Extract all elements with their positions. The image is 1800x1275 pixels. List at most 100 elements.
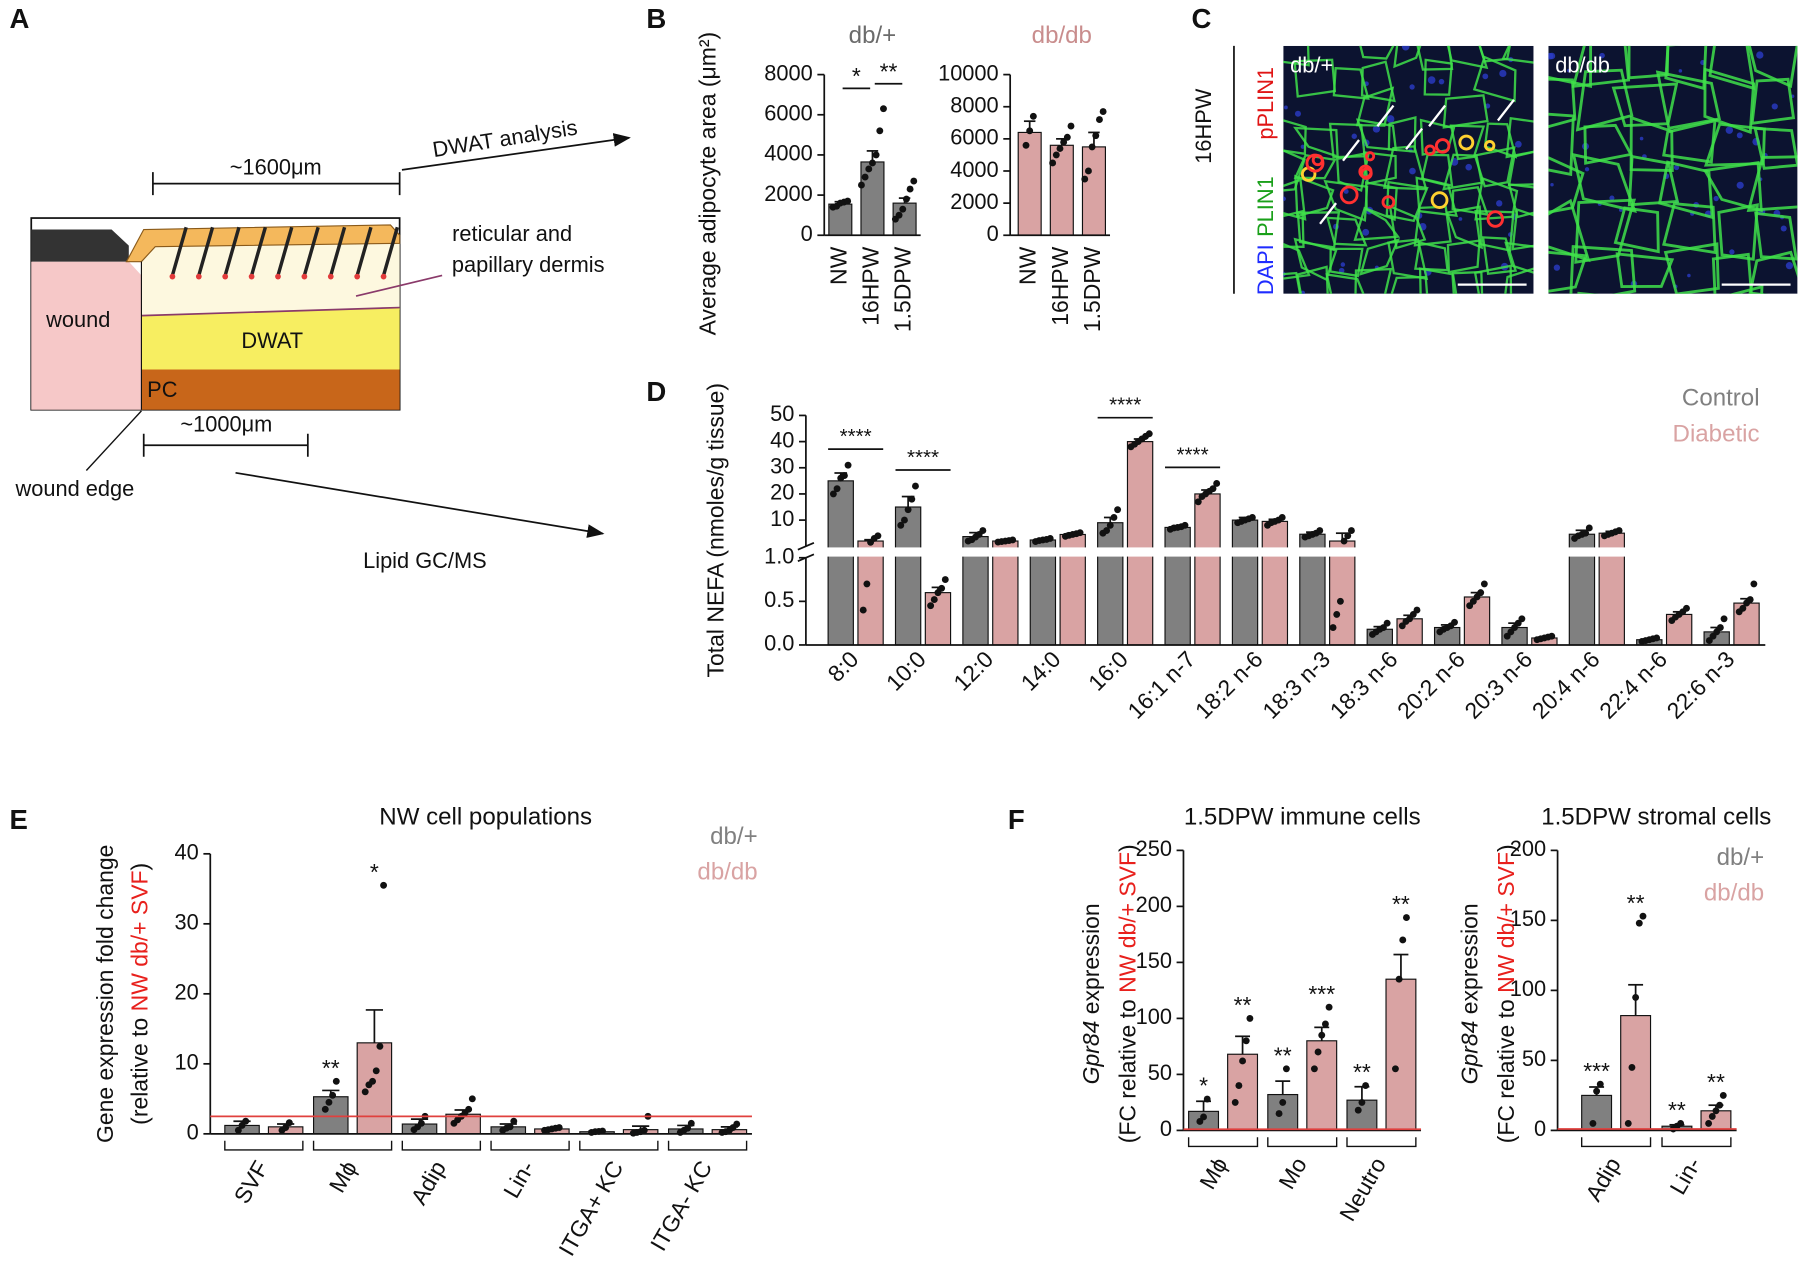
y-tick-label: 50 <box>1522 1046 1546 1071</box>
x-tick-label: 16HPW <box>1047 246 1073 325</box>
bar <box>1227 1053 1259 1131</box>
y-tick-label: 40 <box>770 427 794 452</box>
data-point <box>833 485 841 493</box>
cell-outline <box>1323 179 1369 222</box>
cell-outline <box>1325 273 1365 294</box>
y-axis-label-part: Total NEFA (nmoles/g tissue) <box>703 383 729 677</box>
x-tick-label: 8:0 <box>823 646 864 687</box>
nucleus <box>1515 140 1522 148</box>
y-tick-label: 150 <box>1136 948 1172 973</box>
data-point <box>895 211 903 219</box>
legend-label: db/+ <box>1717 844 1765 871</box>
diagram-label: wound edge <box>14 476 134 501</box>
data-point <box>380 881 388 889</box>
nucleus <box>1756 51 1764 59</box>
bar <box>1620 1015 1652 1131</box>
group-bracket <box>1187 1137 1259 1148</box>
cell-outline <box>1442 94 1489 129</box>
data-point <box>1402 914 1410 922</box>
cell-outline <box>1388 204 1427 250</box>
data-point <box>1209 485 1217 493</box>
cell-outline <box>1414 241 1449 272</box>
bar <box>1385 978 1417 1131</box>
data-point <box>1200 1113 1207 1121</box>
cell-outline <box>1655 70 1722 130</box>
y-axis-label-part: (FC relative to <box>1115 993 1141 1143</box>
y-axis-label-part: ) <box>1493 844 1519 852</box>
cell-outline <box>1364 181 1398 222</box>
y-axis-label: Total NEFA (nmoles/g tissue) <box>703 383 729 677</box>
data-point <box>930 596 938 604</box>
data-point <box>1480 580 1488 588</box>
data-point <box>1235 1082 1243 1090</box>
cell-outline <box>1451 270 1484 294</box>
y-tick-label: 2000 <box>950 189 999 214</box>
y-axis-label-part: ) <box>126 863 152 871</box>
bar <box>1126 441 1154 646</box>
group-bracket <box>224 1140 304 1151</box>
x-tick-label: Adip <box>405 1156 450 1209</box>
data-point <box>1325 1003 1333 1011</box>
data-point <box>1145 430 1153 438</box>
cell-outline <box>1711 252 1753 294</box>
x-tick-label: 16:1 n-7 <box>1122 646 1200 724</box>
data-point <box>1203 1095 1211 1103</box>
data-point <box>863 580 871 588</box>
data-point <box>1275 1110 1283 1118</box>
data-point <box>1632 993 1640 1001</box>
data-point <box>332 1077 340 1085</box>
significance: ** <box>1353 1059 1371 1085</box>
bar <box>1097 522 1124 646</box>
y-axis-label: Gpr84 expression <box>1457 903 1483 1084</box>
nucleus <box>1736 181 1744 189</box>
x-tick-label: 20:2 n-6 <box>1392 646 1470 724</box>
y-axis-label: (relative to NW db/+ SVF) <box>126 863 152 1125</box>
y-axis-label-part: expression <box>1078 903 1104 1020</box>
nucleus <box>1736 132 1743 139</box>
y-tick-label: 50 <box>770 401 794 426</box>
data-point <box>465 1105 473 1113</box>
cell-outline <box>1717 203 1759 261</box>
significance: * <box>852 63 861 89</box>
data-point <box>1194 498 1202 506</box>
data-point <box>874 532 882 540</box>
group-bracket <box>579 1140 659 1151</box>
significance: *** <box>1583 1058 1610 1084</box>
significance: ** <box>1274 1042 1292 1068</box>
cell-outline <box>1283 45 1310 67</box>
cell-outline <box>1750 77 1796 125</box>
significance: **** <box>907 446 939 469</box>
data-point <box>1639 912 1647 920</box>
data-point <box>1056 145 1064 152</box>
nucleus <box>1687 273 1691 278</box>
cell-outline <box>1424 297 1457 334</box>
cell-outline <box>1569 245 1637 294</box>
cell-outline <box>1332 66 1370 100</box>
group-bracket <box>1580 1137 1652 1148</box>
nucleus <box>1409 167 1416 175</box>
bar <box>1231 519 1259 646</box>
diagram-label: DWAT <box>241 328 303 353</box>
data-point <box>640 1126 648 1134</box>
y-tick-label: 10 <box>175 1050 199 1075</box>
y-axis-label-part: NW db/+ SVF <box>1115 852 1141 993</box>
cell-outline <box>1513 304 1547 331</box>
micrograph-label: db/+ <box>1290 52 1333 77</box>
x-tick-label: Lin- <box>1664 1153 1706 1199</box>
diagram-label: PC <box>147 377 177 402</box>
cell-outline <box>1326 216 1368 247</box>
group-bracket <box>1346 1137 1417 1148</box>
nucleus <box>1599 52 1605 59</box>
y-axis-label-part: NW db/+ SVF <box>1493 852 1519 993</box>
cell-outline <box>1473 146 1516 188</box>
nucleus <box>1409 84 1415 90</box>
cell-outline <box>1753 126 1798 170</box>
cell-outline <box>1283 242 1311 280</box>
cell-outline <box>1393 45 1422 69</box>
y-tick-label: 200 <box>1136 892 1172 917</box>
data-point <box>1067 122 1075 130</box>
nucleus <box>1300 144 1305 149</box>
cell-outline <box>1747 45 1798 89</box>
data-point <box>1399 936 1407 944</box>
cell-outline <box>1449 124 1486 161</box>
